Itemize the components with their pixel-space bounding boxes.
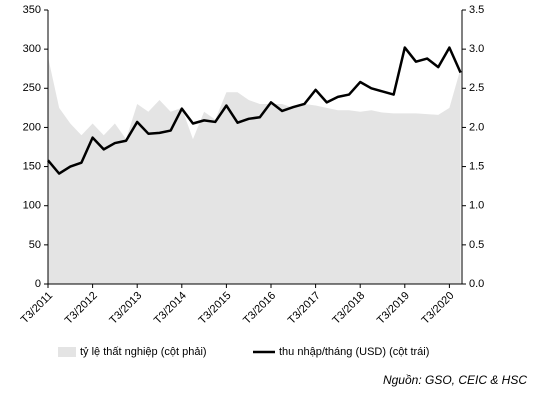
legend-swatch (58, 347, 76, 357)
y-tick-label: 0 (35, 278, 41, 290)
x-tick-label: T3/2019 (375, 290, 412, 327)
y-tick-label: 150 (23, 160, 41, 172)
x-tick-label: T3/2018 (330, 290, 367, 327)
y-tick-label: 300 (23, 43, 41, 55)
area (48, 56, 461, 284)
y-tick-label: 250 (23, 82, 41, 94)
legend-label: tỷ lệ thất nghiệp (cột phải) (80, 346, 207, 358)
y-tick-label: 350 (23, 4, 41, 16)
y2-tick-label: 1.5 (469, 160, 484, 172)
y-tick-label: 100 (23, 200, 41, 212)
y-tick-label: 50 (29, 239, 41, 251)
x-tick-label: T3/2020 (420, 290, 457, 327)
y2-tick-label: 0.0 (469, 278, 484, 290)
y2-tick-label: 3.5 (469, 4, 484, 16)
y2-tick-label: 2.0 (469, 121, 484, 133)
y2-tick-label: 3.0 (469, 43, 484, 55)
x-tick-label: T3/2012 (63, 290, 100, 327)
x-tick-label: T3/2016 (241, 290, 278, 327)
x-tick-label: T3/2011 (19, 290, 55, 326)
line (47, 46, 462, 175)
source-note: Nguồn: GSO, CEIC & HSC (383, 373, 527, 387)
y2-tick-label: 0.5 (469, 239, 484, 251)
x-tick-label: T3/2014 (152, 290, 189, 327)
y-tick-label: 200 (23, 121, 41, 133)
y2-tick-label: 2.5 (469, 82, 484, 94)
legend-label: thu nhập/tháng (USD) (cột trái) (279, 346, 429, 358)
x-tick-label: T3/2013 (107, 290, 144, 327)
x-tick-label: T3/2015 (197, 290, 234, 327)
x-tick-label: T3/2017 (286, 290, 323, 327)
y2-tick-label: 1.0 (469, 200, 484, 212)
